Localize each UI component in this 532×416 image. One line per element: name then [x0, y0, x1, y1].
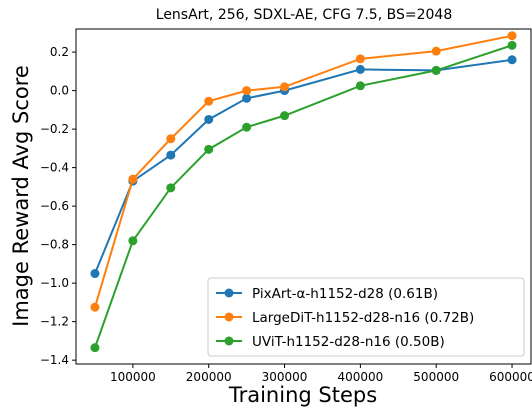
legend-swatch-marker	[224, 288, 234, 298]
x-axis: 100000 200000 300000 400000 500000 600000	[110, 364, 532, 384]
y-tick-label: −0.4	[40, 161, 69, 175]
y-tick-label: −1.2	[40, 315, 69, 329]
legend-item: LargeDiT-h1152-d28-n16 (0.72B)	[216, 310, 474, 326]
y-axis: −1.4 −1.2 −1.0 −0.8 −0.6 −0.4 −0.2 0.0 0.2	[40, 45, 76, 367]
legend-label: UViT-h1152-d28-n16 (0.50B)	[252, 334, 445, 350]
data-point	[166, 150, 176, 160]
legend-item: PixArt-α-h1152-d28 (0.61B)	[216, 286, 438, 302]
plot-area	[75, 28, 532, 365]
legend-label: LargeDiT-h1152-d28-n16 (0.72B)	[252, 310, 474, 326]
data-point	[280, 111, 290, 121]
y-tick-label: 0.2	[50, 45, 69, 59]
x-tick-label: 400000	[337, 370, 383, 384]
legend-item: UViT-h1152-d28-n16 (0.50B)	[216, 334, 445, 350]
data-point	[431, 46, 441, 56]
x-tick-label: 500000	[413, 370, 459, 384]
data-point	[166, 134, 176, 144]
data-point	[507, 31, 517, 41]
chart-title: LensArt, 256, SDXL-AE, CFG 7.5, BS=2048	[156, 7, 452, 23]
y-tick-label: −0.8	[40, 238, 69, 252]
series-2	[90, 31, 517, 312]
data-point	[128, 236, 138, 246]
data-point	[90, 269, 100, 279]
y-tick-label: −0.6	[40, 199, 69, 213]
y-tick-label: 0.0	[50, 84, 69, 98]
data-point	[90, 302, 100, 312]
series-line	[94, 34, 513, 308]
legend: PixArt-α-h1152-d28 (0.61B) LargeDiT-h1152…	[207, 277, 525, 357]
data-point	[166, 183, 176, 193]
x-tick-label: 100000	[110, 370, 156, 384]
data-point	[355, 81, 365, 91]
y-tick-label: −1.4	[40, 353, 69, 367]
data-point	[355, 54, 365, 64]
x-tick-label: 600000	[489, 370, 532, 384]
data-point	[204, 96, 214, 106]
data-point	[507, 55, 517, 65]
series-1	[90, 55, 517, 279]
legend-box	[207, 277, 525, 357]
series-3	[90, 40, 517, 353]
data-point	[507, 40, 517, 50]
data-point	[280, 82, 290, 92]
y-axis-label: Image Reward Avg Score	[9, 65, 33, 327]
data-point	[431, 65, 441, 75]
data-point	[355, 64, 365, 74]
x-tick-label: 200000	[186, 370, 232, 384]
y-tick-label: −0.2	[40, 122, 69, 136]
y-tick-label: −1.0	[40, 276, 69, 290]
data-point	[242, 122, 252, 132]
data-point	[204, 144, 214, 154]
legend-swatch-marker	[224, 336, 234, 346]
data-point	[128, 174, 138, 184]
legend-label: PixArt-α-h1152-d28 (0.61B)	[252, 286, 438, 302]
data-point	[242, 93, 252, 103]
legend-swatch-marker	[224, 312, 234, 322]
plot-frame	[75, 28, 532, 365]
series-layer	[90, 31, 517, 353]
x-tick-label: 300000	[262, 370, 308, 384]
data-point	[90, 343, 100, 353]
x-axis-label: Training Steps	[228, 383, 377, 407]
data-point	[204, 114, 214, 124]
data-point	[242, 86, 252, 96]
series-line	[94, 58, 513, 274]
